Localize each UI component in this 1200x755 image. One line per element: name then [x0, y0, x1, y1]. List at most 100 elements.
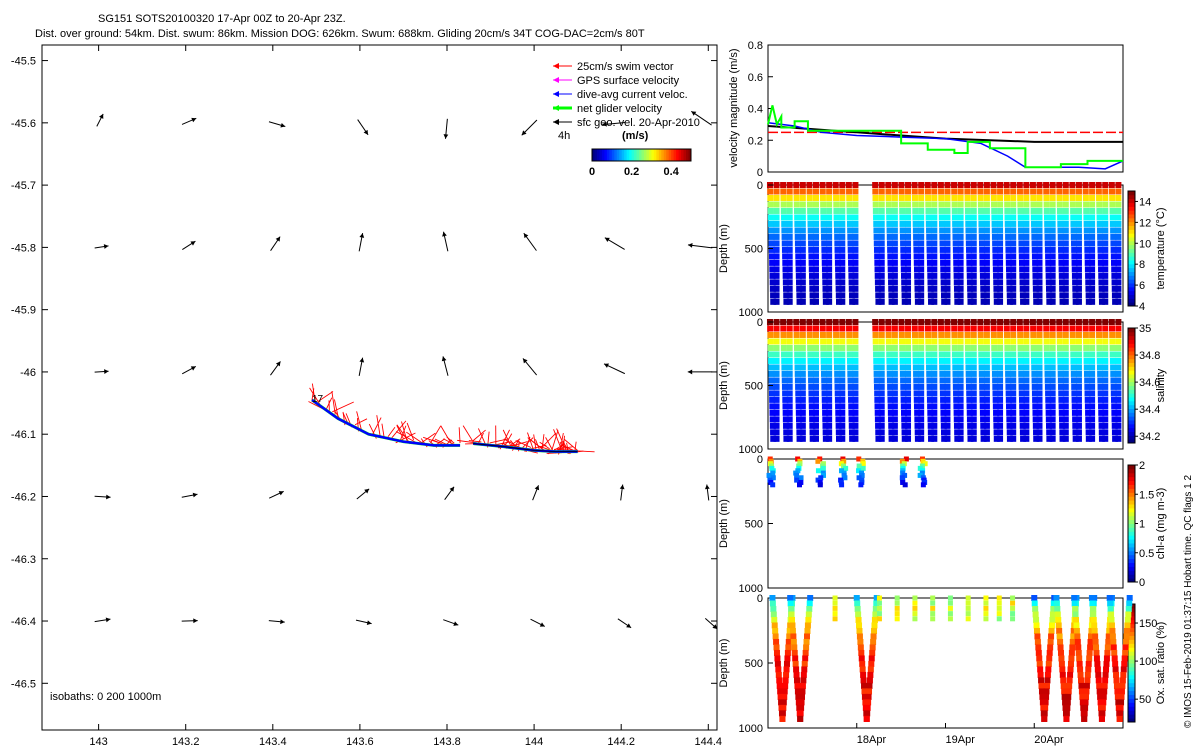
salinity-profile-mark [774, 345, 780, 351]
temperature-profile-mark [1110, 208, 1116, 214]
ox-profile-mark [1075, 639, 1081, 645]
salinity-profile-mark [900, 371, 906, 377]
salinity-profile-mark [991, 325, 997, 331]
ox-profile-mark [806, 611, 812, 617]
salinity-profile-mark [774, 364, 780, 370]
salinity-profile-mark [1083, 332, 1089, 338]
colorbar-tick-label: 0.4 [664, 166, 680, 178]
salinity-profile-mark [887, 364, 893, 370]
salinity-profile-mark [1109, 325, 1115, 331]
salinity-profile-mark [1010, 371, 1016, 377]
salinity-profile-mark [1050, 416, 1056, 422]
temperature-profile-mark [958, 266, 964, 272]
temperature-profile-mark [899, 208, 905, 214]
salinity-profile-mark [1063, 403, 1069, 409]
salinity-profile-mark [852, 377, 858, 383]
oxygen-colorbar-segment [1128, 659, 1135, 663]
temperature-profile-mark [820, 201, 826, 207]
temperature-profile-mark [984, 253, 990, 259]
ox-profile-mark [1118, 699, 1124, 705]
ox-profile-mark [1082, 705, 1088, 711]
salinity-profile-mark [931, 423, 937, 429]
salinity-profile-mark [787, 384, 793, 390]
temperature-profile-mark [1050, 182, 1056, 188]
temperature-profile-mark [1070, 214, 1076, 220]
salinity-profile-mark [774, 358, 780, 364]
temperature-profile-mark [800, 188, 806, 194]
ox-profile-mark [781, 694, 787, 700]
ox-profile-mark [1034, 628, 1040, 634]
salinity-profile-mark [1005, 371, 1011, 377]
salinity-profile-mark [905, 416, 911, 422]
salinity-profile-mark [938, 332, 944, 338]
salinity-profile-mark [931, 410, 937, 416]
salinity-profile-mark [1050, 397, 1056, 403]
temperature-profile-mark [918, 240, 924, 246]
temperature-profile-mark [931, 208, 937, 214]
salinity-profile-mark [839, 410, 845, 416]
salinity-profile-mark [1010, 338, 1016, 344]
temperature-profile-mark [1057, 201, 1063, 207]
ox-cast-mark [877, 596, 882, 601]
salinity-profile-mark [852, 390, 858, 396]
temperature-profile-mark [1057, 195, 1063, 201]
temperature-profile-mark [905, 260, 911, 266]
temperature-profile-mark [1089, 260, 1095, 266]
temperature-profile-mark [965, 195, 971, 201]
temperature-profile-mark [1097, 234, 1103, 240]
salinity-profile-mark [1056, 325, 1062, 331]
temperature-profile-mark [800, 279, 806, 285]
temperature-profile-mark [800, 273, 806, 279]
temperature-profile-mark [1050, 188, 1056, 194]
salinity-profile-mark [767, 325, 773, 331]
temperature-profile-mark [768, 208, 774, 214]
temperature-profile-mark [774, 195, 780, 201]
temperature-profile-mark [939, 208, 945, 214]
salinity-profile-mark [918, 403, 924, 409]
temperature-profile-mark [833, 182, 839, 188]
map-y-tick-label: -45.7 [11, 180, 36, 192]
ox-profile-mark [771, 611, 777, 617]
salinity-profile-mark [1102, 371, 1108, 377]
temperature-profile-mark [872, 182, 878, 188]
chl-cast-mark [821, 466, 826, 471]
salinity-profile-mark [834, 358, 840, 364]
salinity-profile-mark [813, 390, 819, 396]
salinity-profile-mark [1044, 364, 1050, 370]
temperature-profile-mark [1115, 201, 1121, 207]
salinity-profile-mark [839, 377, 845, 383]
temperature-profile-mark [1037, 299, 1043, 305]
ox-profile-mark [1043, 699, 1049, 705]
temperature-profile-mark [1115, 188, 1121, 194]
salinity-profile-mark [847, 358, 853, 364]
ox-profile-mark [802, 661, 808, 667]
salinity-profile-mark [1063, 436, 1069, 442]
legend-label: 25cm/s swim vector [577, 61, 674, 73]
salinity-profile-mark [939, 358, 945, 364]
temperature-profile-mark [966, 234, 972, 240]
temperature-profile-mark [1023, 182, 1029, 188]
salinity-profile-mark [1050, 338, 1056, 344]
temperature-profile-mark [826, 201, 832, 207]
temperature-profile-mark [1010, 240, 1016, 246]
ox-profile-mark [1061, 683, 1067, 689]
velocity-y-tick-label: 0.4 [748, 104, 763, 116]
temperature-profile-mark [958, 182, 964, 188]
salinity-profile-mark [826, 410, 832, 416]
temperature-profile-mark [1089, 234, 1095, 240]
salinity-profile-mark [1050, 358, 1056, 364]
salinity-profile-mark [931, 429, 937, 435]
ox-profile-mark [794, 677, 800, 683]
ox-cast-mark [966, 606, 971, 611]
salinity-profile-mark [1037, 377, 1043, 383]
salinity-profile-mark [918, 436, 924, 442]
temperature-profile-mark [900, 221, 906, 227]
ox-profile-mark [861, 677, 867, 683]
chl-a-colorbar-segment [1128, 543, 1135, 547]
salinity-profile-mark [800, 332, 806, 338]
salinity-profile-mark [1115, 358, 1121, 364]
temperature-profile-mark [971, 201, 977, 207]
salinity-profile-mark [1115, 390, 1121, 396]
salinity-profile-mark [774, 332, 780, 338]
